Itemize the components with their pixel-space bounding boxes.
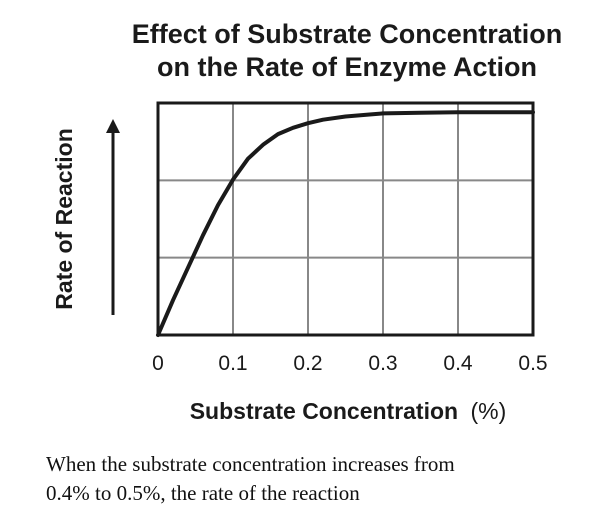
x-tick-label: 0.1 [218,352,247,375]
x-tick-label: 0.2 [293,352,322,375]
x-tick-label: 0.3 [368,352,397,375]
x-tick-label: 0.4 [443,352,473,375]
chart: Effect of Substrate Concentration on the… [51,19,563,424]
x-tick-label: 0 [152,352,164,375]
question-line-2: 0.4% to 0.5%, the rate of the reaction [46,481,360,505]
x-axis-label-text: Substrate Concentration [190,398,458,424]
y-axis-label: Rate of Reaction [51,128,77,309]
question-line-1: When the substrate concentration increas… [46,452,455,476]
data-series-line [156,110,535,337]
x-tick-labels: 0 0.1 0.2 0.3 0.4 0.5 [152,352,547,375]
plot-frame [156,101,535,337]
x-axis-label: Substrate Concentration (%) [190,398,507,424]
chart-title-line-1: Effect of Substrate Concentration [132,19,563,49]
x-tick-label: 0.5 [518,352,547,375]
grid-lines [158,103,533,335]
question-text: When the substrate concentration increas… [46,450,606,508]
x-axis-label-unit: (%) [470,398,506,424]
y-axis-arrow-head [106,119,120,133]
chart-title-line-2: on the Rate of Enzyme Action [157,52,537,82]
